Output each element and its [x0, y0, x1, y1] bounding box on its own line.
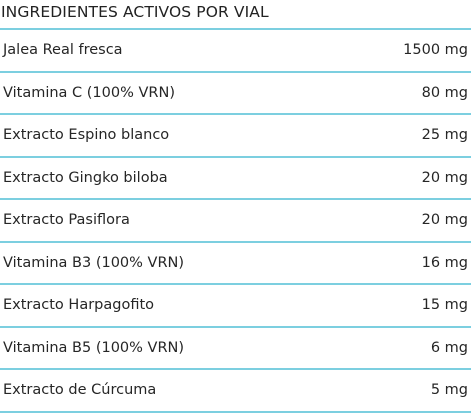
- ingredient-amount: 1500 mg: [403, 42, 468, 59]
- table-row: Extracto Gingko biloba 20 mg: [0, 158, 471, 200]
- table-row: Vitamina B5 (100% VRN) 6 mg: [0, 328, 471, 370]
- ingredient-name: Extracto Espino blanco: [3, 127, 170, 144]
- table-body: Jalea Real fresca 1500 mg Vitamina C (10…: [0, 28, 471, 413]
- table-row: Extracto Harpagofito 15 mg: [0, 285, 471, 328]
- table-row: Extracto Espino blanco 25 mg: [0, 115, 471, 158]
- ingredient-name: Extracto Gingko biloba: [3, 169, 168, 186]
- ingredient-name: Vitamina B3 (100% VRN): [3, 254, 185, 271]
- ingredient-name: Extracto Harpagofito: [3, 297, 155, 314]
- ingredient-name: Vitamina B5 (100% VRN): [3, 339, 185, 356]
- ingredient-amount: 15 mg: [421, 297, 468, 314]
- ingredient-amount: 80 mg: [421, 84, 468, 101]
- ingredient-name: Jalea Real fresca: [3, 42, 123, 59]
- ingredient-amount: 5 mg: [430, 382, 468, 399]
- table-row: Vitamina C (100% VRN) 80 mg: [0, 73, 471, 115]
- table-title: INGREDIENTES ACTIVOS POR VIAL: [1, 3, 269, 21]
- table-row: Vitamina B3 (100% VRN) 16 mg: [0, 243, 471, 285]
- ingredient-name: Extracto de Cúrcuma: [3, 382, 157, 399]
- ingredient-amount: 16 mg: [421, 254, 468, 271]
- ingredient-name: Vitamina C (100% VRN): [3, 84, 175, 101]
- ingredient-amount: 20 mg: [421, 212, 468, 229]
- ingredient-amount: 6 mg: [430, 339, 468, 356]
- table-row: Extracto Pasiflora 20 mg: [0, 200, 471, 243]
- table-row: Extracto de Cúrcuma 5 mg: [0, 370, 471, 413]
- ingredient-name: Extracto Pasiflora: [3, 212, 130, 229]
- ingredient-amount: 25 mg: [421, 127, 468, 144]
- table-row: Jalea Real fresca 1500 mg: [0, 30, 471, 73]
- ingredient-amount: 20 mg: [421, 169, 468, 186]
